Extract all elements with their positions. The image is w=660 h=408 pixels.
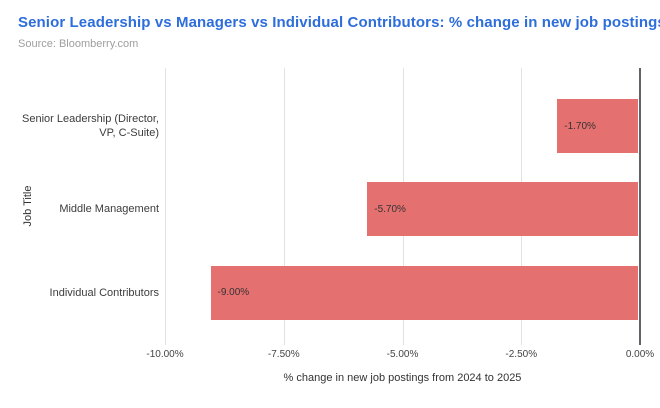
bar[interactable]: -1.70%	[557, 99, 638, 153]
x-tick-label: -5.00%	[386, 349, 419, 360]
x-axis-tick-labels: -10.00% -7.50% -5.00% -2.50% 0.00%	[146, 349, 654, 363]
x-tick-label: -10.00%	[146, 349, 184, 360]
bar[interactable]: -9.00%	[210, 265, 638, 320]
bar-value-label: -1.70%	[564, 120, 596, 132]
x-tick-label: -7.50%	[267, 349, 300, 360]
plot-area: -1.70% -5.70% -9.00%	[165, 68, 641, 345]
category-label: Individual Contributors	[49, 286, 159, 299]
y-axis-title: Job Title	[22, 185, 34, 227]
chart-source: Source: Bloomberry.com	[18, 38, 139, 50]
bar-value-label: -5.70%	[374, 203, 406, 215]
bar-value-label: -9.00%	[217, 287, 250, 299]
gridline	[165, 68, 166, 345]
category-axis-labels: Senior Leadership (Director, VP, C-Suite)…	[0, 68, 161, 345]
category-label: Senior Leadership (Director, VP, C-Suite)	[22, 113, 159, 139]
bar[interactable]: -5.70%	[367, 182, 638, 237]
x-tick-label: 0.00%	[625, 349, 655, 360]
x-tick-label: -2.50%	[505, 349, 538, 360]
category-label: Middle Management	[59, 203, 159, 216]
x-axis-title: % change in new job postings from 2024 t…	[283, 372, 522, 384]
chart-title: Senior Leadership vs Managers vs Individ…	[18, 14, 660, 31]
zero-baseline	[639, 68, 641, 345]
gridline	[283, 68, 285, 345]
